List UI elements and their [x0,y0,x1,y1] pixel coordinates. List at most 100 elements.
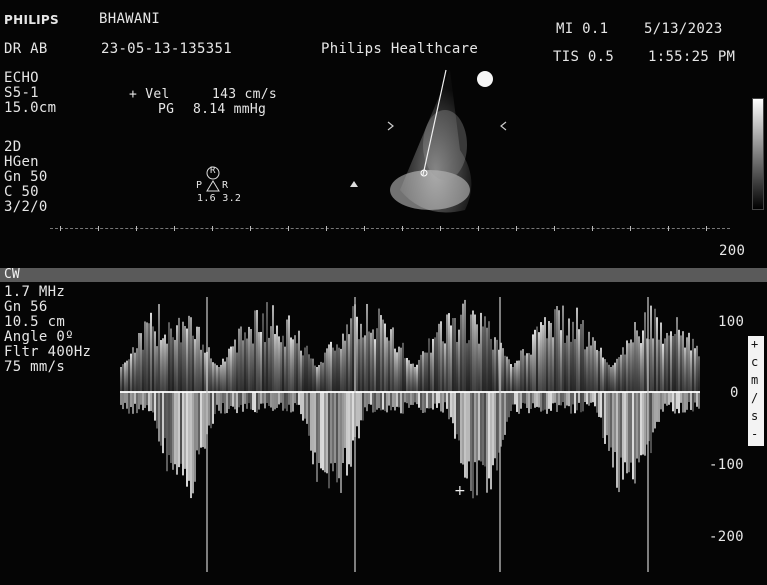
spectrum-column [466,392,468,478]
spectrum-column [590,392,592,403]
spectrum-column [190,392,192,498]
spectrum-column [636,330,638,392]
spectrum-column [478,344,480,392]
spectrum-column [582,320,584,392]
spectrum-column [596,350,598,392]
spectrum-column [676,392,678,409]
spectrum-column [256,310,258,392]
spectrum-column [214,364,216,392]
spectrum-column [592,337,594,392]
spectrum-column [412,392,414,405]
spectrum-column [620,392,622,458]
spectrum-column [198,327,200,392]
spectrum-column [436,332,438,392]
spectrum-column [220,365,222,392]
spectrum-column [644,312,646,392]
spectrum-column [270,326,272,392]
spectrum-column [224,392,226,414]
spectrum-column [494,337,496,392]
spectrum-column [532,392,534,403]
spectrum-column [202,345,204,392]
spectrum-column [448,392,450,419]
spectrum-column [562,392,564,402]
velocity-value: 143 cm/s [212,87,277,102]
time-tick [60,226,61,231]
spectrum-column [560,330,562,392]
spectrum-column [200,350,202,392]
spectrum-column [280,342,282,392]
time-tick [440,226,441,231]
spectrum-column [146,322,148,392]
spectrum-column [350,318,352,392]
spectrum-column [436,392,438,408]
spectrum-column [130,354,132,392]
spectrum-column [630,392,632,463]
spectrum-column [312,359,314,392]
spectrum-column [478,392,480,460]
spectrum-column [414,367,416,392]
spectrum-column [134,392,136,404]
spectrum-column [502,348,504,392]
spectrum-column [672,392,674,411]
spectrum-column [374,392,376,412]
spectrum-column [170,329,172,392]
spectrum-column [612,365,614,392]
institution-name: Philips Healthcare [321,42,478,57]
spectrum-column [314,392,316,452]
spectrum-column [174,392,176,464]
spectrum-column [684,392,686,412]
spectrum-column [250,329,252,392]
spectrum-column [524,355,526,392]
spectrum-column [122,392,124,409]
spectrum-column [180,392,182,464]
spectrum-column [588,332,590,392]
spectrum-column [658,340,660,392]
spectrum-column [184,392,186,469]
spectrum-column [616,392,618,488]
spectrum-column [252,344,254,392]
spectrum-column [278,336,280,392]
spectrum-column [516,361,518,392]
units-char: / [751,392,758,404]
spectrum-column [418,392,420,408]
spectrum-column [152,326,154,392]
spectrum-column [320,362,322,392]
spectrum-column [292,392,294,412]
spectrum-column [362,392,364,421]
doppler-gain: Gn 56 [4,300,48,315]
spectrum-column [668,392,670,405]
spectrum-column [642,330,644,392]
spectrum-column [384,324,386,392]
time-axis-line [50,228,730,229]
spectrum-column [686,337,688,392]
spectrum-column [540,322,542,392]
spectrum-column [276,326,278,392]
spectrum-column [406,392,408,403]
spectrum-column [456,342,458,392]
spectrum-column [462,304,464,392]
spectrum-column [684,348,686,392]
spectrum-column [690,350,692,392]
spectrum-column [530,355,532,392]
spectrum-column [324,392,326,472]
spectrum-column [266,392,268,403]
spectrum-column [226,357,228,392]
time-tick [364,226,365,231]
time-tick [478,226,479,231]
spectrum-column [332,392,334,471]
spectrum-column [584,349,586,392]
spectrum-column [514,392,516,404]
spectrum-column [316,367,318,392]
spectrum-column [606,362,608,392]
spectrum-column [246,339,248,392]
spectrum-column [536,392,538,407]
spectrum-column [506,357,508,392]
spectrum-column [140,392,142,405]
spectrum-column [564,392,566,408]
spectrum-column [370,333,372,392]
spectrum-column [244,392,246,404]
time-tick [326,226,327,231]
spectrum-column [604,359,606,392]
spectrum-column [186,392,188,487]
spectrum-column [654,309,656,392]
